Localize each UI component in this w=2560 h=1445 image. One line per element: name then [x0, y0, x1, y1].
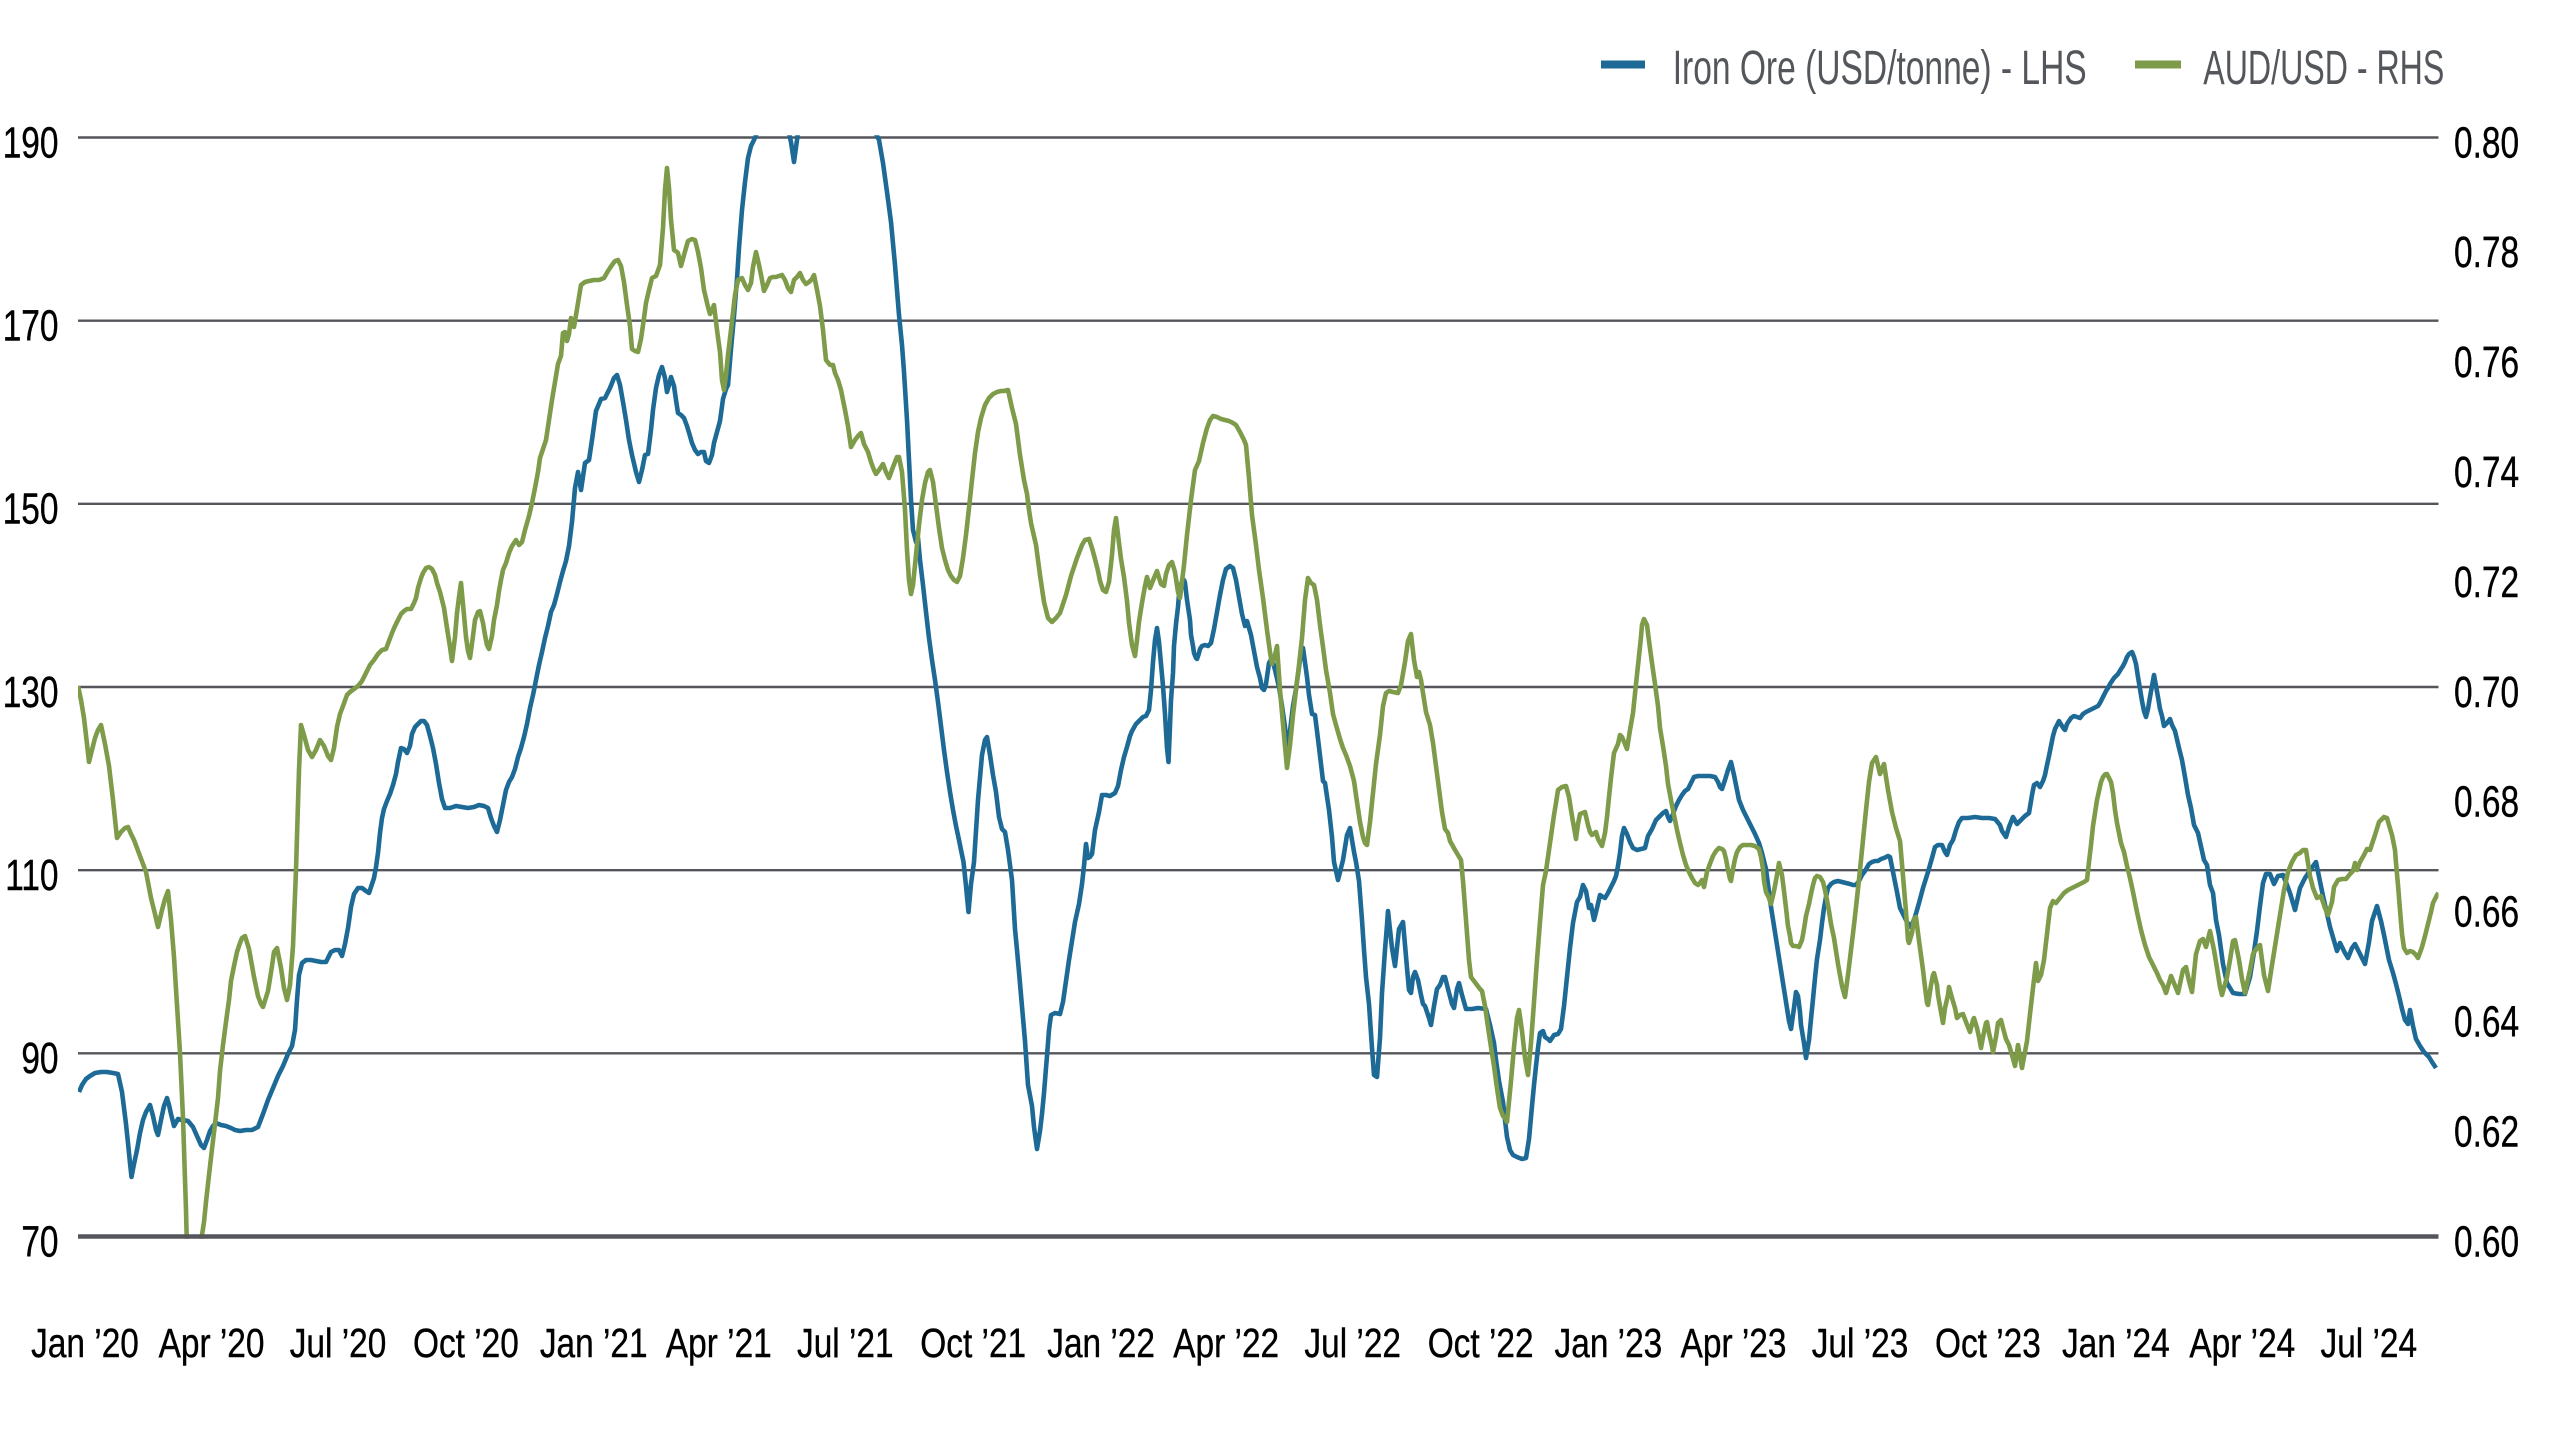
svg-text:Apr ’21: Apr ’21: [666, 1320, 772, 1366]
svg-text:Jul ’24: Jul ’24: [2321, 1320, 2418, 1366]
svg-text:170: 170: [3, 302, 59, 350]
svg-text:Jul ’20: Jul ’20: [290, 1320, 387, 1366]
svg-text:Jan ’20: Jan ’20: [31, 1320, 139, 1366]
svg-text:Jul ’21: Jul ’21: [797, 1320, 894, 1366]
svg-text:70: 70: [21, 1218, 58, 1266]
svg-text:Jan ’22: Jan ’22: [1047, 1320, 1155, 1366]
svg-text:150: 150: [3, 485, 59, 533]
svg-text:0.60: 0.60: [2454, 1218, 2519, 1266]
svg-text:Oct ’20: Oct ’20: [413, 1320, 519, 1366]
svg-text:Jul ’22: Jul ’22: [1304, 1320, 1401, 1366]
svg-text:AUD/USD - RHS: AUD/USD - RHS: [2203, 42, 2444, 95]
svg-text:130: 130: [3, 669, 59, 717]
svg-text:Iron Ore (USD/tonne) - LHS: Iron Ore (USD/tonne) - LHS: [1673, 42, 2087, 95]
svg-text:0.64: 0.64: [2454, 998, 2519, 1046]
svg-text:Apr ’24: Apr ’24: [2189, 1320, 2295, 1366]
svg-text:0.76: 0.76: [2454, 339, 2519, 387]
svg-text:0.72: 0.72: [2454, 559, 2519, 607]
svg-text:Apr ’23: Apr ’23: [1681, 1320, 1787, 1366]
svg-text:0.80: 0.80: [2454, 119, 2519, 167]
svg-text:0.78: 0.78: [2454, 229, 2519, 277]
svg-text:Jan ’23: Jan ’23: [1555, 1320, 1663, 1366]
svg-text:0.70: 0.70: [2454, 669, 2519, 717]
svg-text:110: 110: [5, 852, 58, 900]
svg-text:90: 90: [21, 1035, 58, 1083]
svg-text:0.66: 0.66: [2454, 888, 2519, 936]
svg-text:Oct ’22: Oct ’22: [1428, 1320, 1534, 1366]
svg-text:0.62: 0.62: [2454, 1108, 2519, 1156]
svg-text:190: 190: [3, 119, 59, 167]
svg-text:Oct ’23: Oct ’23: [1935, 1320, 2041, 1366]
svg-text:Jul ’23: Jul ’23: [1812, 1320, 1909, 1366]
svg-text:Jan ’21: Jan ’21: [540, 1320, 648, 1366]
svg-text:Oct ’21: Oct ’21: [920, 1320, 1026, 1366]
svg-text:0.68: 0.68: [2454, 778, 2519, 826]
svg-text:Jan ’24: Jan ’24: [2062, 1320, 2170, 1366]
svg-text:Apr ’22: Apr ’22: [1173, 1320, 1279, 1366]
svg-text:0.74: 0.74: [2454, 449, 2519, 497]
svg-text:Apr ’20: Apr ’20: [159, 1320, 265, 1366]
